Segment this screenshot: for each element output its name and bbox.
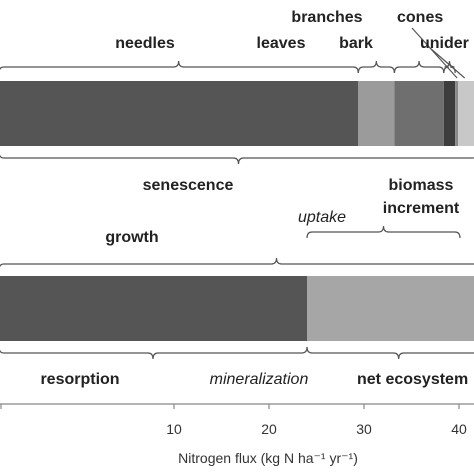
bars-layer <box>0 81 474 341</box>
bar-segment-mineralization <box>307 276 474 341</box>
bar-segment-bark <box>443 81 456 146</box>
label-bark: bark <box>339 35 373 52</box>
brace-leaves <box>357 60 395 74</box>
label-biomass: biomass <box>389 177 454 194</box>
label-branches: branches <box>291 9 362 26</box>
labels-layer: needles leaves branches bark senescence growt… <box>40 9 468 388</box>
leader-cones <box>411 27 458 79</box>
brace-senescence <box>0 154 474 165</box>
label-uptake: uptake <box>298 209 346 226</box>
bar-segment-resorption <box>0 276 307 341</box>
label-mineralization: mineralization <box>210 371 309 388</box>
label-net-ecosystem: net ecosystem <box>357 371 468 388</box>
bar-segment-unidentified <box>458 81 474 146</box>
label-increment: increment <box>383 200 460 217</box>
label-unidentified: unider <box>420 35 469 52</box>
brace-uptake <box>306 225 461 239</box>
bar-segment-needles <box>0 81 359 146</box>
bar-segment-branches <box>394 81 444 146</box>
brace-needles <box>0 60 359 74</box>
x-axis: 1020304050Nitrogen flux (kg N ha⁻¹ yr⁻¹) <box>0 403 474 466</box>
bar-segment-leaves <box>358 81 395 146</box>
x-tick-label: 10 <box>166 421 182 437</box>
brace-mineralization <box>306 346 474 360</box>
brace-growth <box>0 257 474 268</box>
braces-layer <box>0 27 474 360</box>
label-leaves: leaves <box>257 35 306 52</box>
bar-segment-cones <box>455 81 459 146</box>
brace-branches <box>393 60 445 74</box>
label-cones: cones <box>397 9 443 26</box>
label-growth: growth <box>105 229 158 246</box>
x-tick-label: 30 <box>356 421 372 437</box>
brace-resorption <box>0 346 308 360</box>
x-tick-label: 20 <box>261 421 277 437</box>
label-senescence: senescence <box>143 177 234 194</box>
label-resorption: resorption <box>40 371 119 388</box>
leader-unidentified <box>429 47 466 79</box>
x-axis-title: Nitrogen flux (kg N ha⁻¹ yr⁻¹) <box>178 450 358 466</box>
brace-bark <box>443 60 456 74</box>
label-needles: needles <box>115 35 175 52</box>
x-tick-label: 40 <box>451 421 467 437</box>
